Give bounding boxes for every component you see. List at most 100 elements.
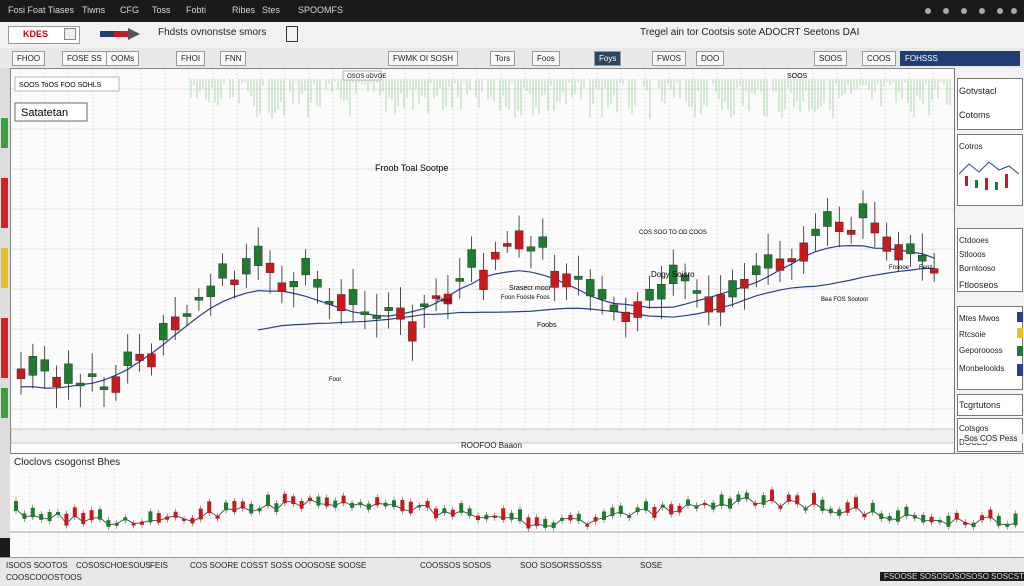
menu-view[interactable]: Tiwns <box>82 5 106 15</box>
sub-candle <box>560 517 564 521</box>
sub-candle <box>106 520 111 527</box>
tab-9[interactable]: Foys <box>594 51 622 66</box>
right-item-13[interactable]: Cotsgos <box>959 424 989 433</box>
right-box-2[interactable] <box>957 134 1023 206</box>
candle-body <box>159 323 168 341</box>
sub-chart-panel[interactable]: Cloclovs csogonst Bhes Sos COS Pess <box>10 434 1024 558</box>
right-box-5[interactable] <box>957 394 1023 416</box>
doc-icon[interactable] <box>286 26 298 42</box>
candle-body <box>503 243 512 247</box>
menu-chart[interactable]: CFG <box>120 5 139 15</box>
candle-body <box>799 242 808 262</box>
candle-body <box>325 301 334 305</box>
candle-body <box>99 386 109 390</box>
sub-candle <box>736 494 741 502</box>
right-box-1[interactable] <box>957 78 1023 130</box>
tab-6[interactable]: FWMK OI SOSH <box>388 51 458 66</box>
menu-objects[interactable]: Fobti <box>186 5 207 15</box>
sub-chart-title: Cloclovs csogonst Bhes <box>14 457 121 468</box>
window-controls[interactable] <box>918 4 1018 18</box>
tab-12[interactable]: SOOS <box>814 51 848 66</box>
right-item-5[interactable]: Stlooos <box>959 250 986 259</box>
candle-body <box>420 303 429 307</box>
sub-candle <box>803 508 808 511</box>
right-item-6[interactable]: Borntooso <box>959 264 996 273</box>
candle-body <box>194 297 204 301</box>
sub-candle <box>770 489 774 502</box>
left-toolbar-strip[interactable] <box>0 68 10 538</box>
tab-2[interactable]: FOSE SS <box>62 51 107 66</box>
right-box-3[interactable] <box>957 228 1023 292</box>
tab-4[interactable]: FHOI <box>176 51 206 66</box>
sub-candle <box>694 505 699 509</box>
sub-candle <box>996 515 1001 526</box>
menu-file[interactable]: Fosi Foat Tiases <box>8 5 75 15</box>
status-item-6: COOSSOS SOSOS <box>420 561 492 570</box>
right-item-1[interactable]: Gotvstacl <box>959 86 997 96</box>
sub-candle <box>518 509 522 522</box>
candle-body <box>526 246 536 252</box>
sub-candle <box>677 505 682 513</box>
sub-candle <box>64 513 69 526</box>
candle-body <box>858 203 868 219</box>
candle-body <box>242 258 251 275</box>
menu-help[interactable]: SPOOMFS <box>298 5 344 15</box>
status-item-3: COSOSCHOESOUS <box>76 561 151 570</box>
right-item-7[interactable]: Ftlooseos <box>959 280 999 290</box>
sub-candle <box>711 502 716 510</box>
symbol-dropdown-icon[interactable] <box>64 28 76 40</box>
sub-candle <box>644 501 648 511</box>
candle-body <box>645 289 654 301</box>
sub-candle <box>509 512 514 520</box>
sub-candle <box>669 504 674 515</box>
sub-candle <box>249 503 254 514</box>
tab-11[interactable]: DOO <box>696 51 725 66</box>
tab-8[interactable]: Foos <box>532 51 560 66</box>
candle-body <box>669 264 678 285</box>
tab-7[interactable]: Tors <box>490 51 516 66</box>
sub-candle <box>190 517 195 524</box>
sub-candle <box>761 495 766 505</box>
candle-body <box>538 236 547 248</box>
right-item-11[interactable]: Monbeloolds <box>959 364 1005 373</box>
price-chart-panel[interactable]: ROOFOO Baaon SOOS ToOS FOO SOHLS OSOS oD… <box>10 68 956 455</box>
right-item-10[interactable]: Geporoooss <box>959 346 1003 355</box>
menu-rates[interactable]: Ribes <box>232 5 256 15</box>
annotation-2: COS SOO TO OD COOS <box>639 230 707 236</box>
right-item-3[interactable]: Cotros <box>959 142 983 151</box>
candle-body <box>562 273 571 288</box>
sub-candle <box>627 515 632 518</box>
sub-candle <box>81 512 86 525</box>
menu-tools[interactable]: Toss <box>152 5 171 15</box>
tab-3[interactable]: OOMs <box>106 51 140 66</box>
candle-body <box>775 258 785 271</box>
candlestick-chart[interactable]: ROOFOO Baaon SOOS ToOS FOO SOHLS OSOS oD… <box>10 69 956 454</box>
sub-candle <box>786 494 791 502</box>
sub-candle <box>795 495 800 505</box>
candle-body <box>787 258 797 263</box>
tab-13[interactable]: COOS <box>862 51 896 66</box>
candle-body <box>301 258 310 276</box>
right-item-12[interactable]: Tcgrtutons <box>959 400 1001 410</box>
sub-candle <box>383 502 388 507</box>
tab-10[interactable]: FWOS <box>652 51 686 66</box>
sub-candle <box>551 522 556 529</box>
status-item-8: SOSE <box>640 561 663 570</box>
menu-settings[interactable]: Stes <box>262 5 281 15</box>
tab-14[interactable]: FOHSSS <box>900 51 1020 66</box>
candle-body <box>16 368 26 379</box>
right-item-4[interactable]: Ctdooes <box>959 236 989 245</box>
candle-body <box>455 278 464 282</box>
right-item-8[interactable]: Mtes Mwos <box>959 314 1000 323</box>
annotation-5: Dogy Soisro <box>651 270 695 279</box>
right-item-2[interactable]: Cotoms <box>959 110 991 120</box>
right-item-9[interactable]: Rtcsoie <box>959 330 986 339</box>
right-box-4[interactable] <box>957 306 1023 390</box>
tab-5[interactable]: FNN <box>220 51 247 66</box>
symbol-box[interactable]: KDES <box>8 26 80 44</box>
sub-candle <box>39 513 44 520</box>
candle-body <box>87 373 97 377</box>
tab-1[interactable]: FHOO <box>12 51 46 66</box>
sub-candle <box>820 499 825 511</box>
mini-candlestick-chart[interactable] <box>10 454 1024 558</box>
